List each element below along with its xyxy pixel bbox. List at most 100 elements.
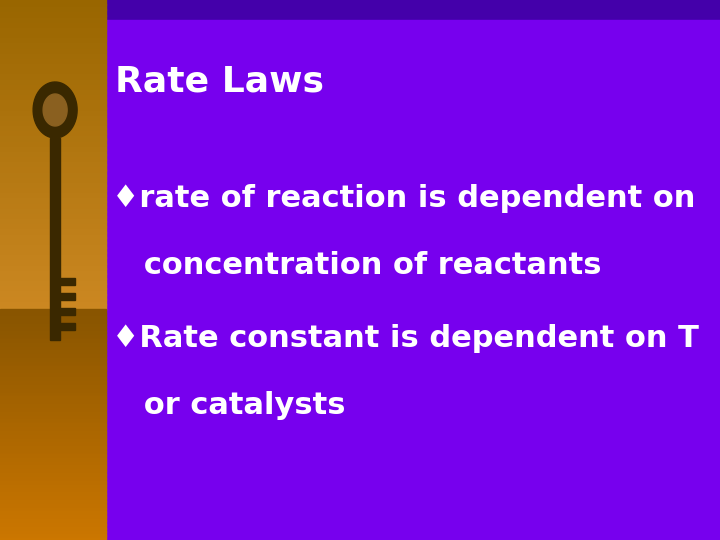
Bar — [0, 440, 106, 444]
Bar — [0, 485, 106, 490]
Bar — [0, 154, 106, 160]
Bar — [0, 258, 106, 264]
Bar — [0, 19, 106, 26]
Bar — [0, 9, 106, 16]
Bar — [0, 185, 106, 191]
Bar — [0, 40, 106, 46]
Bar — [0, 531, 106, 536]
Text: concentration of reactants: concentration of reactants — [112, 251, 601, 280]
Bar — [0, 370, 106, 375]
Bar — [0, 304, 106, 310]
Bar — [0, 401, 106, 406]
Bar — [0, 268, 106, 274]
Bar — [0, 435, 106, 440]
Bar — [0, 221, 106, 227]
Bar — [0, 493, 106, 498]
Bar — [0, 144, 106, 150]
Bar — [60, 293, 75, 300]
Bar — [0, 516, 106, 521]
Bar — [0, 61, 106, 67]
Bar — [0, 200, 106, 207]
Bar — [0, 508, 106, 513]
Bar — [0, 82, 106, 88]
Bar — [0, 497, 106, 502]
Bar — [0, 4, 106, 10]
Bar — [0, 413, 106, 417]
Bar — [0, 397, 106, 402]
Bar — [0, 386, 106, 390]
Bar — [0, 355, 106, 360]
Bar — [60, 278, 75, 285]
Bar — [0, 211, 106, 217]
Bar — [50, 138, 60, 340]
Bar — [0, 174, 106, 181]
Bar — [0, 336, 106, 341]
Bar — [0, 107, 106, 113]
Bar — [0, 51, 106, 57]
Bar — [0, 451, 106, 456]
Bar — [0, 206, 106, 212]
Bar — [0, 45, 106, 52]
Bar — [0, 478, 106, 483]
Text: or catalysts: or catalysts — [112, 392, 345, 421]
Bar — [0, 118, 106, 124]
Bar — [60, 323, 75, 330]
Bar — [0, 501, 106, 505]
Bar — [0, 278, 106, 284]
Bar — [0, 159, 106, 165]
Bar — [0, 470, 106, 475]
Bar — [0, 409, 106, 414]
Bar — [0, 363, 106, 368]
Bar — [0, 242, 106, 248]
Bar — [0, 347, 106, 352]
Bar — [0, 299, 106, 305]
Bar — [0, 382, 106, 387]
Polygon shape — [43, 94, 67, 126]
Bar — [0, 170, 106, 176]
Bar — [0, 340, 106, 345]
Text: Rate Laws: Rate Laws — [115, 65, 324, 99]
Bar — [0, 420, 106, 425]
Bar — [0, 195, 106, 201]
Bar — [0, 77, 106, 83]
Bar — [0, 103, 106, 109]
Bar — [0, 190, 106, 197]
Bar — [0, 405, 106, 410]
Bar — [0, 283, 106, 289]
Bar — [0, 504, 106, 509]
Bar — [0, 252, 106, 258]
Bar — [0, 25, 106, 31]
Bar — [0, 128, 106, 134]
Bar — [60, 308, 75, 315]
Bar — [0, 535, 106, 540]
Bar — [0, 520, 106, 525]
Bar — [0, 237, 106, 243]
Bar — [0, 351, 106, 356]
Text: ♦rate of reaction is dependent on: ♦rate of reaction is dependent on — [112, 184, 695, 213]
Bar — [0, 35, 106, 42]
Polygon shape — [33, 82, 77, 138]
Bar — [0, 71, 106, 78]
Bar — [0, 389, 106, 394]
Bar — [0, 524, 106, 529]
Bar — [0, 332, 106, 337]
Bar — [0, 325, 106, 329]
Bar — [0, 474, 106, 478]
Bar — [0, 343, 106, 348]
Bar — [0, 216, 106, 222]
Bar — [0, 56, 106, 62]
Bar — [0, 87, 106, 93]
Bar — [0, 462, 106, 467]
Bar — [0, 367, 106, 372]
Bar — [0, 15, 106, 21]
Bar — [0, 512, 106, 517]
Bar — [0, 97, 106, 103]
Bar — [0, 328, 106, 333]
Bar — [0, 288, 106, 294]
Bar — [0, 247, 106, 253]
Bar — [0, 374, 106, 379]
Bar — [0, 113, 106, 119]
Bar — [0, 66, 106, 72]
Bar — [0, 321, 106, 325]
Bar — [0, 528, 106, 532]
